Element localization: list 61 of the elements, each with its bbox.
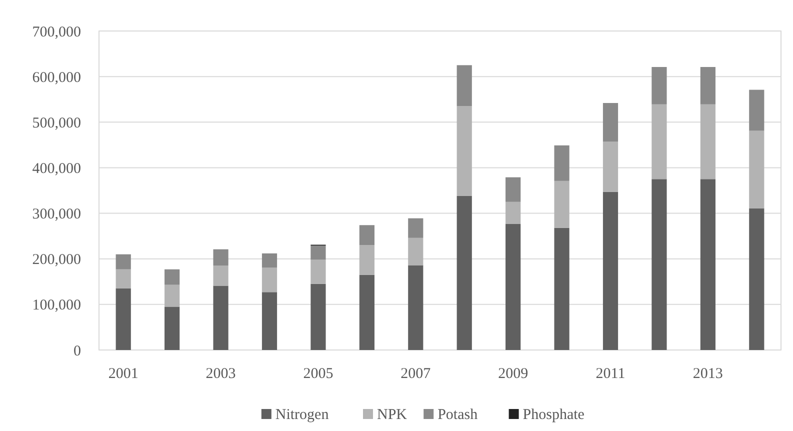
bar bbox=[408, 238, 424, 266]
bar bbox=[262, 268, 278, 292]
bar bbox=[213, 286, 228, 350]
x-tick-label: 2003 bbox=[206, 366, 236, 382]
bar bbox=[359, 245, 374, 275]
bar bbox=[359, 225, 374, 246]
y-tick-label: 100,000 bbox=[32, 298, 81, 314]
bar bbox=[262, 253, 278, 268]
bar bbox=[116, 254, 131, 270]
bar bbox=[456, 65, 472, 106]
x-tick-label: 2009 bbox=[498, 366, 528, 382]
y-tick-label: 0 bbox=[74, 343, 81, 360]
y-tick-label: 300,000 bbox=[32, 206, 81, 223]
bar bbox=[456, 106, 472, 196]
legend-label: Potash bbox=[438, 407, 478, 423]
bar bbox=[116, 269, 131, 288]
bar bbox=[164, 269, 180, 285]
bar bbox=[652, 104, 667, 180]
bar bbox=[506, 202, 521, 224]
bar bbox=[602, 192, 618, 350]
x-tick-label: 2005 bbox=[303, 366, 334, 382]
bar bbox=[700, 104, 716, 180]
y-tick-label: 500,000 bbox=[32, 115, 81, 132]
bar bbox=[310, 260, 326, 284]
bar bbox=[700, 67, 716, 104]
x-tick-label: 2011 bbox=[596, 366, 626, 382]
bar bbox=[359, 274, 374, 350]
bar bbox=[456, 196, 472, 350]
bar bbox=[213, 249, 228, 266]
bar bbox=[749, 90, 764, 131]
bar bbox=[652, 179, 667, 350]
bar bbox=[213, 266, 228, 286]
y-tick-label: 700,000 bbox=[32, 24, 81, 40]
bar bbox=[554, 145, 570, 181]
bar bbox=[602, 142, 618, 192]
bar bbox=[262, 292, 278, 350]
bar bbox=[408, 265, 424, 350]
bar bbox=[506, 224, 521, 350]
x-tick-label: 2001 bbox=[108, 366, 138, 382]
bar bbox=[554, 228, 570, 350]
bar bbox=[310, 284, 326, 350]
bar bbox=[749, 130, 764, 208]
legend-label: Nitrogen bbox=[275, 407, 330, 423]
bar bbox=[116, 288, 131, 350]
bar bbox=[749, 208, 764, 350]
x-tick-label: 2007 bbox=[400, 366, 432, 382]
y-tick-label: 600,000 bbox=[32, 70, 81, 86]
bar bbox=[506, 177, 521, 202]
bar bbox=[554, 180, 570, 228]
bar bbox=[164, 284, 180, 307]
bar bbox=[700, 179, 716, 350]
bar bbox=[602, 103, 618, 142]
bar bbox=[310, 246, 326, 260]
bar bbox=[164, 306, 180, 350]
bar bbox=[408, 218, 424, 238]
y-tick-label: 400,000 bbox=[32, 160, 81, 177]
legend-label: Phosphate bbox=[522, 407, 585, 423]
x-tick-label: 2013 bbox=[692, 366, 723, 382]
bar bbox=[652, 67, 667, 104]
legend-label: NPK bbox=[377, 407, 408, 423]
y-tick-label: 200,000 bbox=[32, 252, 81, 268]
